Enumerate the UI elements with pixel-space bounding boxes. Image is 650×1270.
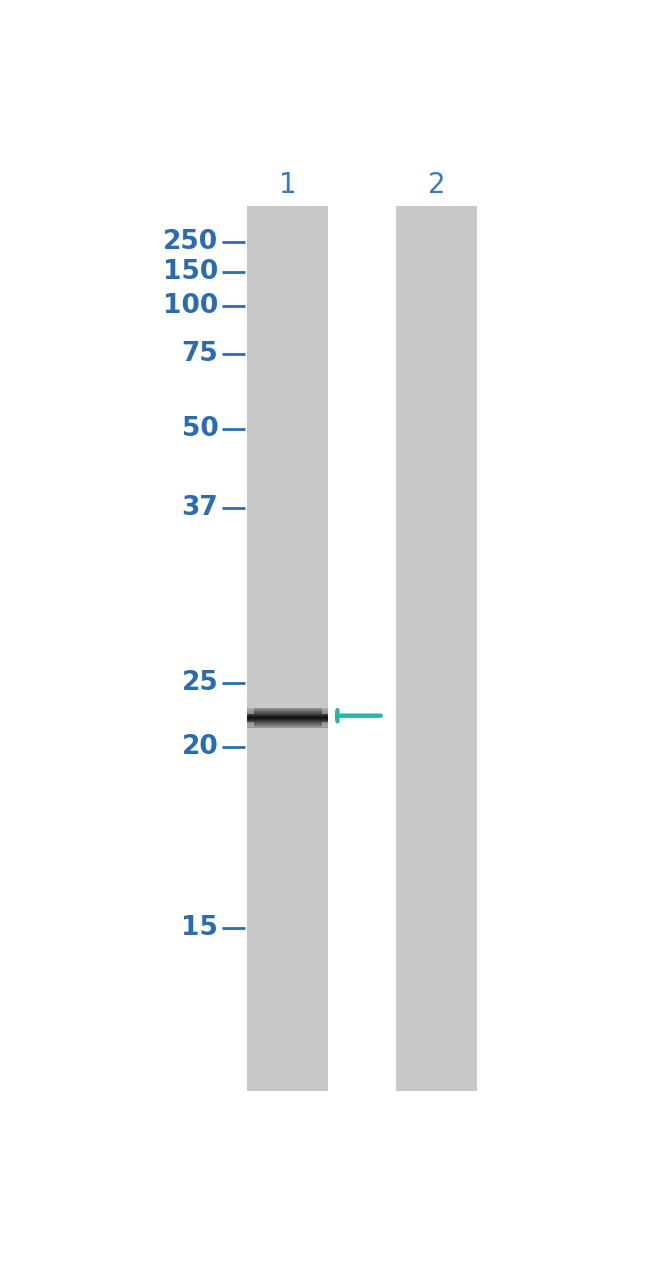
Text: 150: 150	[163, 259, 218, 284]
Text: 250: 250	[163, 230, 218, 255]
Bar	[322, 707, 328, 714]
Bar	[322, 721, 328, 728]
Bar	[248, 206, 328, 1091]
Text: 75: 75	[181, 340, 218, 367]
Text: 37: 37	[181, 495, 218, 522]
Text: 15: 15	[181, 914, 218, 941]
Text: 100: 100	[163, 293, 218, 319]
Bar	[248, 721, 254, 728]
Text: 25: 25	[181, 671, 218, 696]
Text: 20: 20	[181, 734, 218, 759]
Text: 1: 1	[279, 170, 296, 198]
Text: 2: 2	[428, 170, 445, 198]
Bar	[248, 707, 254, 714]
Bar	[396, 206, 476, 1091]
Text: 50: 50	[181, 417, 218, 442]
